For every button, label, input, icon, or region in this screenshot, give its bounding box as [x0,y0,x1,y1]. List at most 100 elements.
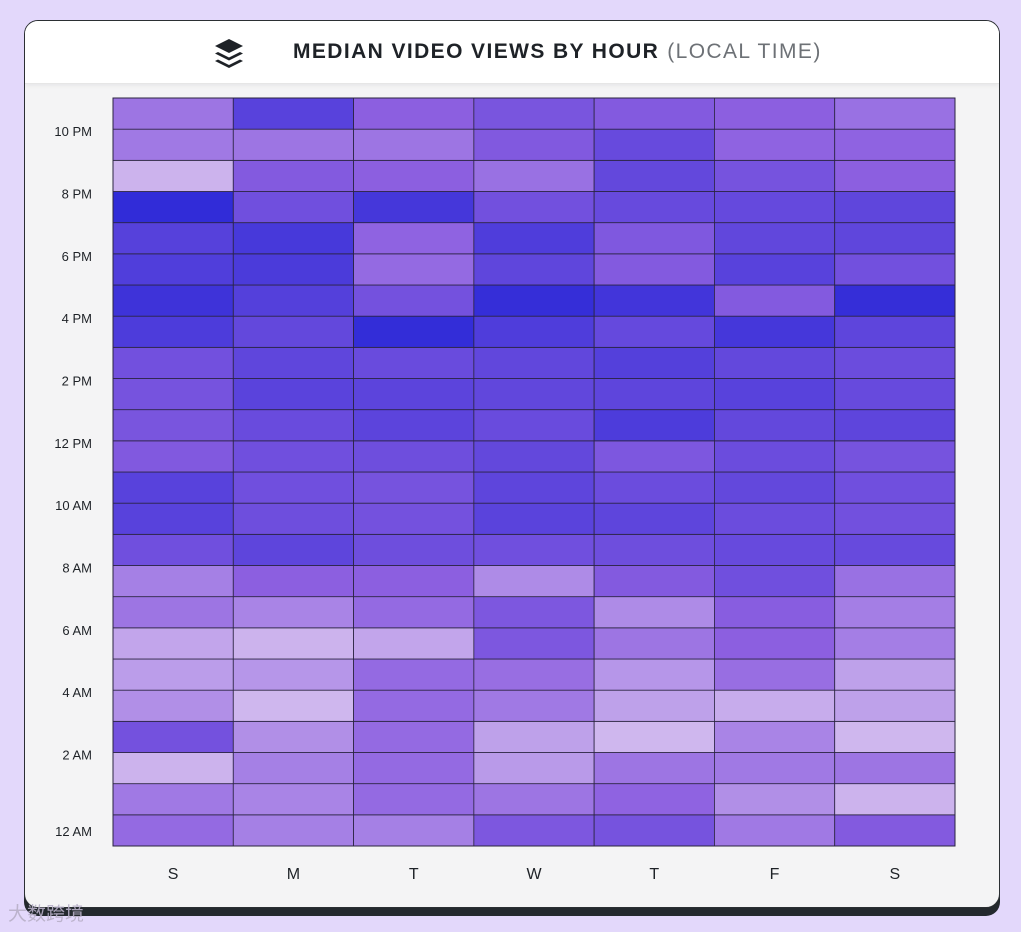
heatmap-cell [593,284,715,317]
heatmap-cell [232,222,354,255]
heatmap-cell [593,315,715,348]
heatmap-cell [473,565,595,598]
heatmap-cell [112,689,234,722]
heatmap-cell [593,720,715,753]
heatmap-cell [232,284,354,317]
heatmap-cell [714,720,836,753]
chart-header: MEDIAN VIDEO VIEWS BY HOUR (LOCAL TIME) [25,21,999,84]
heatmap-cell [834,627,956,660]
heatmap-cell [593,502,715,535]
heatmap-cell [834,159,956,192]
heatmap-cell [834,409,956,442]
heatmap-cell [353,97,475,130]
heatmap-cell [112,409,234,442]
heatmap-cell [593,627,715,660]
heatmap-cell [232,533,354,566]
heatmap-cell [593,596,715,629]
heatmap-cell [593,222,715,255]
heatmap-cell [834,752,956,785]
heatmap-cell [714,689,836,722]
heatmap-cell [112,502,234,535]
heatmap-cell [593,814,715,847]
heatmap-cell [714,565,836,598]
heatmap-cell [353,471,475,504]
heatmap-cell [353,565,475,598]
heatmap-cell [232,596,354,629]
heatmap-cell [834,346,956,379]
x-tick-label: M [287,866,300,883]
heatmap-cell [473,502,595,535]
y-tick-label: 2 PM [62,374,92,389]
y-tick-label: 4 PM [62,311,92,326]
heatmap-cell [834,191,956,224]
y-tick-label: 10 PM [54,124,92,139]
heatmap-cell [353,783,475,816]
heatmap-cell [112,378,234,411]
y-tick-label: 12 PM [54,436,92,451]
heatmap-cell [714,533,836,566]
heatmap-cell [353,346,475,379]
heatmap-cell [593,253,715,286]
heatmap-cell [232,814,354,847]
heatmap-cell [112,596,234,629]
heatmap-cell [232,97,354,130]
heatmap-cell [834,783,956,816]
heatmap-cell [112,627,234,660]
heatmap-cell [112,315,234,348]
heatmap-cell [112,565,234,598]
heatmap-cell [232,783,354,816]
heatmap-cell [353,627,475,660]
heatmap-cell [714,814,836,847]
heatmap-cell [353,440,475,473]
heatmap-cell [112,471,234,504]
heatmap-cell [232,565,354,598]
heatmap-cell [473,533,595,566]
heatmap-cell [834,315,956,348]
heatmap-cell [353,284,475,317]
heatmap-cell [353,814,475,847]
heatmap-cell [834,814,956,847]
heatmap-cell [353,128,475,161]
heatmap-cell [593,378,715,411]
heatmap-cell [714,502,836,535]
chart-title: MEDIAN VIDEO VIEWS BY HOUR (LOCAL TIME) [293,40,822,64]
heatmap-cell [593,471,715,504]
heatmap-cell [112,720,234,753]
y-tick-label: 4 AM [62,685,92,700]
heatmap-cell [834,253,956,286]
heatmap-cell [834,720,956,753]
heatmap-cell [834,689,956,722]
heatmap-cell [834,97,956,130]
heatmap-cell [714,346,836,379]
heatmap-cell [473,222,595,255]
heatmap-cell [593,783,715,816]
x-tick-label: S [168,866,179,883]
heatmap-cell [353,222,475,255]
heatmap-cell [473,596,595,629]
heatmap-cell [593,440,715,473]
heatmap-cell [593,346,715,379]
heatmap-cell [232,409,354,442]
heatmap-border [112,97,956,847]
x-tick-label: F [770,866,780,883]
heatmap-cell [834,596,956,629]
y-tick-label: 2 AM [62,748,92,763]
heatmap-cell [232,253,354,286]
heatmap-cell [593,565,715,598]
x-tick-label: T [649,866,659,883]
heatmap-cell [473,627,595,660]
heatmap-cell [473,346,595,379]
heatmap-cell [232,191,354,224]
x-tick-label: T [409,866,419,883]
heatmap-cell [232,315,354,348]
heatmap-cell [112,253,234,286]
heatmap-cell [834,502,956,535]
heatmap-cell [834,658,956,691]
heatmap-cell [593,128,715,161]
heatmap-cell [834,440,956,473]
heatmap-cell [473,471,595,504]
heatmap-cell [714,222,836,255]
y-tick-label: 10 AM [55,498,92,513]
heatmap-cell [714,752,836,785]
